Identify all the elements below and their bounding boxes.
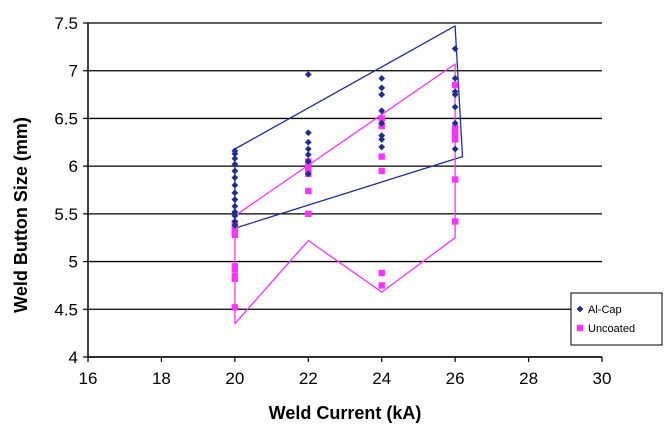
al-cap-point	[231, 208, 239, 216]
legend: Al-Cap Uncoated	[570, 292, 663, 346]
uncoated-point	[378, 269, 385, 277]
al-cap-point	[378, 132, 386, 140]
al-cap-point	[304, 145, 312, 153]
al-cap-point	[451, 74, 459, 82]
x-tick-label: 26	[446, 369, 465, 388]
y-tick-label: 6.5	[54, 109, 78, 128]
al-cap-point	[304, 71, 312, 78]
y-tick-label: 5	[69, 253, 78, 272]
y-tick-label: 4	[69, 348, 78, 367]
uncoated-point	[231, 231, 239, 239]
al-cap-point	[231, 212, 239, 220]
al-cap-point	[231, 174, 239, 181]
al-cap-point	[304, 151, 312, 159]
al-cap-point	[231, 147, 239, 155]
uncoated-point	[231, 263, 239, 270]
x-tick-label: 22	[299, 369, 318, 388]
x-axis-title: Weld Current (kA)	[269, 403, 422, 423]
uncoated-point	[451, 218, 459, 225]
al-cap-point	[304, 170, 312, 178]
al-cap-point	[378, 74, 386, 82]
al-cap-point	[378, 84, 386, 92]
al-cap-point	[231, 181, 239, 189]
al-cap-point	[451, 103, 459, 111]
plot-area	[88, 23, 602, 357]
uncoated-point	[231, 272, 239, 280]
uncoated-point	[378, 115, 385, 122]
al-cap-point	[231, 202, 239, 210]
uncoated-point	[451, 136, 459, 143]
uncoated-point	[305, 164, 312, 172]
y-tick-label: 5.5	[54, 205, 78, 224]
al-cap-point	[378, 136, 386, 143]
y-tick-label: 4.5	[54, 300, 78, 319]
al-cap-point	[231, 218, 239, 225]
y-tick-label: 7.5	[54, 14, 78, 33]
al-cap-point	[231, 196, 239, 203]
y-tick-label: 6	[69, 157, 78, 176]
x-tick-label: 20	[225, 369, 244, 388]
axes	[83, 22, 603, 362]
x-tick-label: 30	[593, 369, 612, 388]
al-cap-point	[451, 88, 459, 96]
x-tick-label: 28	[519, 369, 538, 388]
al-cap-point	[231, 155, 239, 162]
al-cap-point	[304, 138, 312, 146]
uncoated-point	[451, 124, 459, 132]
legend-label-al-cap: Al-Cap	[588, 304, 622, 316]
y-tick-label: 7	[69, 62, 78, 81]
al-cap-point	[231, 160, 239, 168]
uncoated-point	[305, 210, 312, 218]
uncoated-envelope	[234, 63, 456, 325]
data-points	[231, 45, 459, 311]
tick-labels: 4 4.5 5 5.5 6 6.5 7 7.5 16 18 20 22 24 26 28 30	[54, 14, 611, 388]
al-cap-point	[451, 45, 459, 53]
x-tick-label: 18	[152, 369, 171, 388]
al-cap-point	[231, 167, 239, 175]
y-axis-title: Weld Button Size (mm)	[11, 117, 31, 313]
legend-marker-uncoated	[576, 324, 584, 332]
al-cap-point	[451, 119, 459, 127]
al-cap-point	[378, 91, 386, 98]
legend-label-uncoated: Uncoated	[588, 323, 635, 335]
al-cap-point	[231, 221, 239, 229]
uncoated-point	[451, 129, 459, 136]
al-cap-point	[231, 189, 239, 197]
uncoated-point	[305, 187, 312, 195]
legend-marker-al-cap	[576, 305, 584, 313]
al-cap-point	[378, 119, 386, 127]
uncoated-point	[451, 176, 459, 183]
gridlines	[88, 22, 602, 358]
x-tick-label: 24	[372, 369, 391, 388]
al-cap-point	[378, 107, 386, 115]
uncoated-point	[231, 304, 239, 311]
uncoated-point	[378, 153, 385, 160]
al-cap-point	[451, 145, 459, 153]
x-tick-label: 16	[79, 369, 98, 388]
uncoated-point	[378, 167, 385, 175]
legend-box	[570, 292, 663, 346]
al-cap-point	[378, 143, 386, 151]
uncoated-point	[378, 282, 385, 289]
al-cap-point	[304, 129, 312, 137]
al-cap-point	[304, 157, 312, 165]
uncoated-point	[451, 81, 459, 89]
